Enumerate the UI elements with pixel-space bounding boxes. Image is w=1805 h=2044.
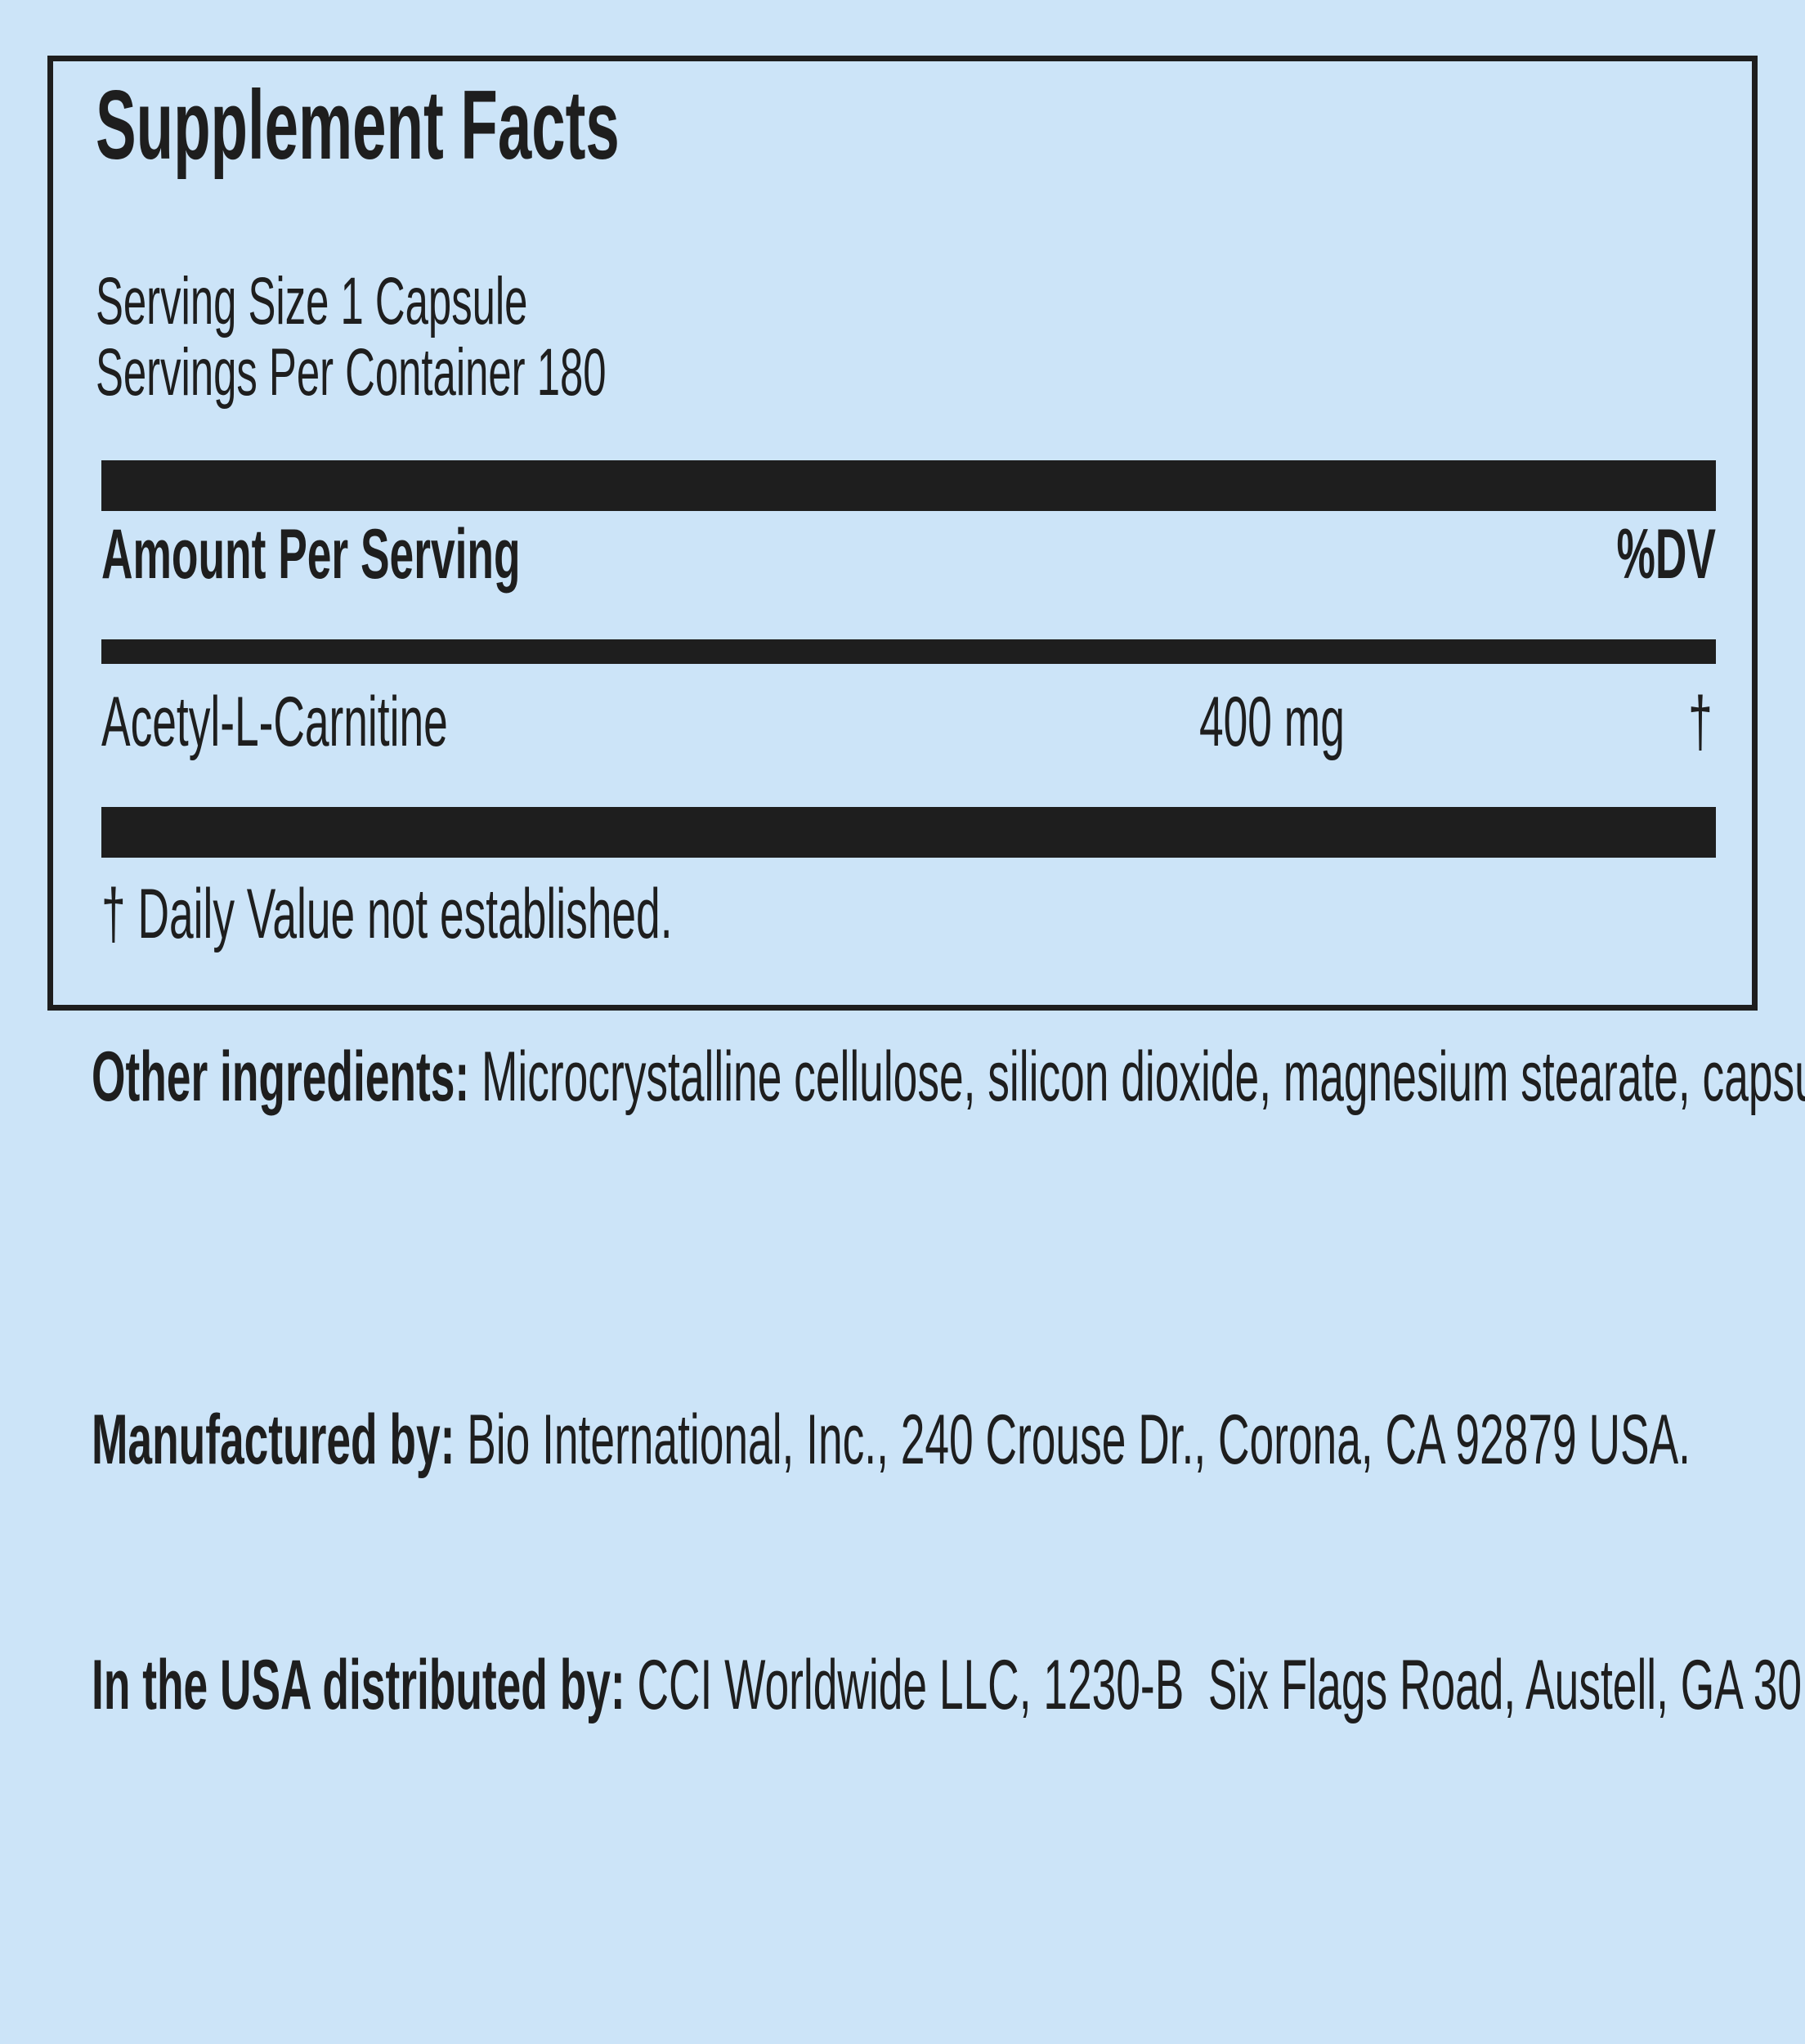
other-ingredients-label: Other ingredients: [92,1038,470,1116]
panel-title: Supplement Facts [96,76,941,174]
manufactured-by-label: Manufactured by: [92,1401,455,1479]
daily-value-footnote-text: † Daily Value not established. [101,875,673,953]
servings-per-container-line: Servings Per Container 180 [96,339,919,406]
nutrient-row-dv: † [1673,687,1713,757]
other-ingredients-line: Other ingredients: Microcrystalline cell… [92,1037,1805,1117]
rule-thin-middle [101,639,1716,664]
amount-per-serving-header: Amount Per Serving [101,519,777,589]
servings-per-container-text: Servings Per Container 180 [96,335,607,410]
supplement-facts-inner: Supplement Facts Serving Size 1 Capsule … [96,61,1716,1005]
amount-per-serving-text: Amount Per Serving [101,515,521,594]
other-ingredients-value: Microcrystalline cellulose, silicon diox… [481,1038,1805,1116]
percent-dv-header: %DV [1556,519,1716,589]
distributed-by-line: In the USA distributed by: CCI Worldwide… [92,1645,1805,1725]
serving-size-text: Serving Size 1 Capsule [96,264,528,338]
nutrient-row-name: Acetyl-L-Carnitine [101,687,660,757]
nutrient-name-text: Acetyl-L-Carnitine [101,683,448,761]
nutrient-dv-text: † [1688,683,1713,761]
supplement-facts-panel: Supplement Facts Serving Size 1 Capsule … [47,56,1758,1011]
rule-thick-bottom [101,807,1716,858]
percent-dv-text: %DV [1616,515,1716,594]
distributed-by-paragraph: In the USA distributed by: CCI Worldwide… [92,1645,1805,1725]
distributed-by-value: CCI Worldwide LLC, 1230-B Six Flags Road… [625,1646,1805,1724]
serving-size-line: Serving Size 1 Capsule [96,268,792,335]
nutrient-amount-text: 400 mg [1199,683,1345,761]
rule-thick-top [101,460,1716,511]
manufactured-by-paragraph: Manufactured by: Bio International, Inc.… [92,1400,1776,1480]
nutrient-row-amount: 400 mg [1199,687,1434,757]
panel-title-text: Supplement Facts [96,70,620,180]
other-ingredients-paragraph: Other ingredients: Microcrystalline cell… [92,1037,1805,1117]
manufactured-by-line: Manufactured by: Bio International, Inc.… [92,1400,1772,1480]
distributed-by-label: In the USA distributed by: [92,1646,625,1724]
manufactured-by-value: Bio International, Inc., 240 Crouse Dr.,… [455,1401,1691,1479]
daily-value-footnote: † Daily Value not established. [101,879,1023,949]
